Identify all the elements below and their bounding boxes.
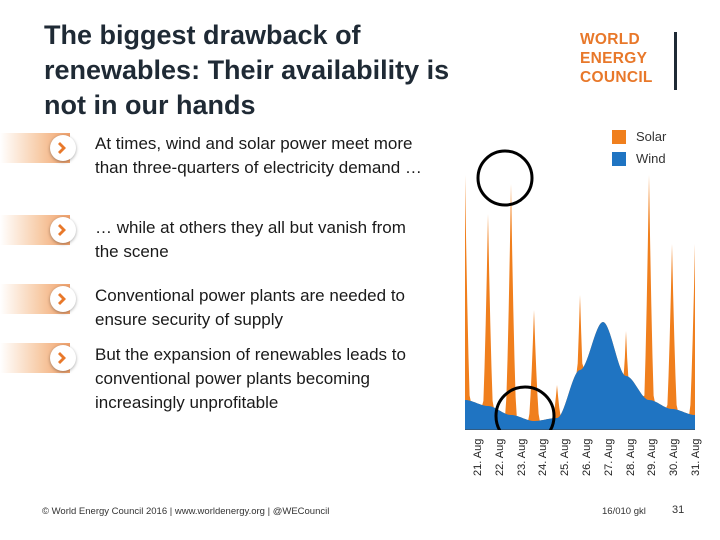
bullet-text-3: Conventional power plants are needed to … xyxy=(95,286,405,329)
logo-line-2: ENERGY xyxy=(580,50,648,67)
x-tick-label: 31. Aug xyxy=(690,438,702,476)
x-tick-label: 23. Aug xyxy=(515,438,528,476)
renewables-area-chart xyxy=(465,149,695,430)
bullet-text-4: But the expansion of renewables leads to… xyxy=(95,345,406,412)
footer-docref: 16/010 gkl xyxy=(602,506,646,517)
world-energy-council-logo: WORLD ENERGY COUNCIL xyxy=(580,30,680,94)
slide-title: The biggest drawback of renewables: Thei… xyxy=(44,20,450,120)
bullet-text-2: … while at others they all but vanish fr… xyxy=(95,218,406,261)
series-area-wind xyxy=(465,322,695,430)
series-area-solar xyxy=(465,175,695,430)
x-tick-label: 28. Aug xyxy=(624,438,637,476)
logo-bar xyxy=(674,32,677,90)
x-axis-ticks: 21. Aug 22. Aug 23. Aug 24. Aug 25. Aug 26. A… xyxy=(465,430,702,478)
x-tick-label: 22. Aug xyxy=(493,438,506,476)
x-tick-label: 21. Aug xyxy=(472,438,484,476)
logo-line-3: COUNCIL xyxy=(580,69,653,86)
chevron-right-icon xyxy=(50,135,76,161)
x-tick-label: 30. Aug xyxy=(668,438,681,476)
bullet-text-1: At times, wind and solar power meet more… xyxy=(95,134,422,177)
legend-label-solar: Solar xyxy=(636,129,667,144)
chevron-right-icon xyxy=(50,286,76,312)
legend-swatch-wind xyxy=(612,152,626,166)
x-tick-label: 29. Aug xyxy=(646,438,659,476)
page-number: 31 xyxy=(672,504,685,516)
logo-line-1: WORLD xyxy=(580,31,641,48)
annotation-circle-low xyxy=(494,385,556,430)
x-tick-label: 27. Aug xyxy=(602,438,615,476)
x-tick-label: 26. Aug xyxy=(581,438,593,476)
chevron-right-icon xyxy=(50,345,76,371)
chevron-right-icon xyxy=(50,217,76,243)
footer-copyright: © World Energy Council 2016 | www.worlde… xyxy=(42,506,330,517)
x-tick-label: 25. Aug xyxy=(559,438,572,476)
x-tick-label: 24. Aug xyxy=(537,438,550,476)
annotation-circle-high xyxy=(476,149,534,207)
legend-label-wind: Wind xyxy=(636,151,666,166)
legend-swatch-solar xyxy=(612,130,626,144)
